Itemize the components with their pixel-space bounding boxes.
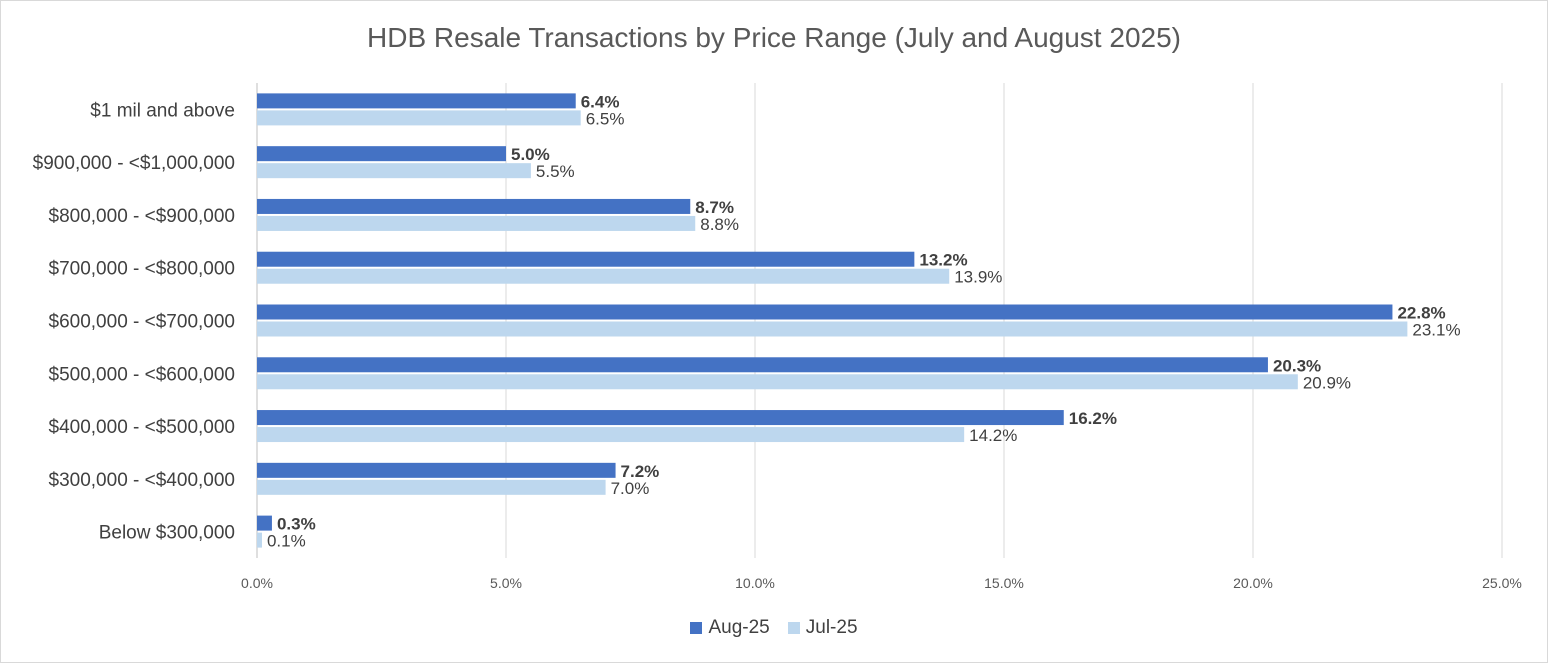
bar-aug-25 (257, 251, 915, 267)
chart-title: HDB Resale Transactions by Price Range (… (367, 22, 1181, 53)
data-label-aug-25: 7.2% (621, 462, 660, 481)
x-tick-label: 15.0% (984, 575, 1024, 591)
data-label-aug-25: 0.3% (277, 515, 316, 534)
data-label-jul-25: 7.0% (611, 479, 650, 498)
bar-aug-25 (257, 462, 616, 478)
data-label-jul-25: 5.5% (536, 162, 575, 181)
category-label: $800,000 - <$900,000 (49, 206, 235, 227)
bar-aug-25 (257, 146, 506, 162)
data-label-aug-25: 22.8% (1397, 304, 1445, 323)
legend-swatch-jul-25 (787, 622, 800, 634)
legend-label-aug-25: Aug-25 (708, 617, 770, 638)
bar-jul-25 (257, 532, 262, 548)
bar-jul-25 (257, 110, 581, 126)
bar-jul-25 (257, 427, 965, 443)
legend-swatch-aug-25 (690, 622, 703, 634)
category-label: $500,000 - <$600,000 (49, 364, 235, 385)
data-label-aug-25: 6.4% (581, 92, 620, 111)
category-label: $400,000 - <$500,000 (49, 417, 235, 438)
data-label-jul-25: 6.5% (586, 109, 625, 128)
data-label-aug-25: 20.3% (1273, 356, 1321, 375)
category-label: $700,000 - <$800,000 (49, 259, 235, 280)
legend-item-aug-25: Aug-25 (690, 617, 770, 639)
data-label-jul-25: 8.8% (700, 215, 739, 234)
x-tick-label: 25.0% (1482, 575, 1522, 591)
category-label: $900,000 - <$1,000,000 (33, 153, 235, 174)
category-label: Below $300,000 (99, 523, 235, 544)
x-tick-label: 20.0% (1233, 575, 1273, 591)
bar-aug-25 (257, 198, 691, 214)
bar-jul-25 (257, 374, 1298, 390)
x-tick-label: 5.0% (490, 575, 522, 591)
category-label: $600,000 - <$700,000 (49, 312, 235, 333)
data-label-jul-25: 0.1% (267, 532, 306, 551)
category-label: $300,000 - <$400,000 (49, 470, 235, 491)
legend-label-jul-25: Jul-25 (805, 617, 858, 638)
bar-jul-25 (257, 321, 1408, 337)
data-label-aug-25: 5.0% (511, 145, 550, 164)
bar-jul-25 (257, 268, 950, 284)
data-label-aug-25: 13.2% (919, 251, 967, 270)
bar-aug-25 (257, 410, 1064, 426)
legend-item-jul-25: Jul-25 (787, 617, 858, 639)
data-label-jul-25: 23.1% (1412, 321, 1460, 340)
bar-aug-25 (257, 357, 1268, 373)
data-label-jul-25: 13.9% (954, 268, 1002, 287)
data-label-jul-25: 20.9% (1303, 373, 1351, 392)
bar-jul-25 (257, 215, 696, 231)
data-label-aug-25: 16.2% (1069, 409, 1117, 428)
data-label-jul-25: 14.2% (969, 426, 1017, 445)
x-tick-label: 0.0% (241, 575, 273, 591)
bar-aug-25 (257, 304, 1393, 320)
category-label: $1 mil and above (90, 100, 235, 121)
bar-aug-25 (257, 515, 272, 531)
bar-jul-25 (257, 163, 531, 179)
bar-aug-25 (257, 93, 576, 109)
legend: Aug-25 Jul-25 (0, 617, 1548, 639)
x-tick-label: 10.0% (735, 575, 775, 591)
data-label-aug-25: 8.7% (695, 198, 734, 217)
bar-jul-25 (257, 479, 606, 495)
